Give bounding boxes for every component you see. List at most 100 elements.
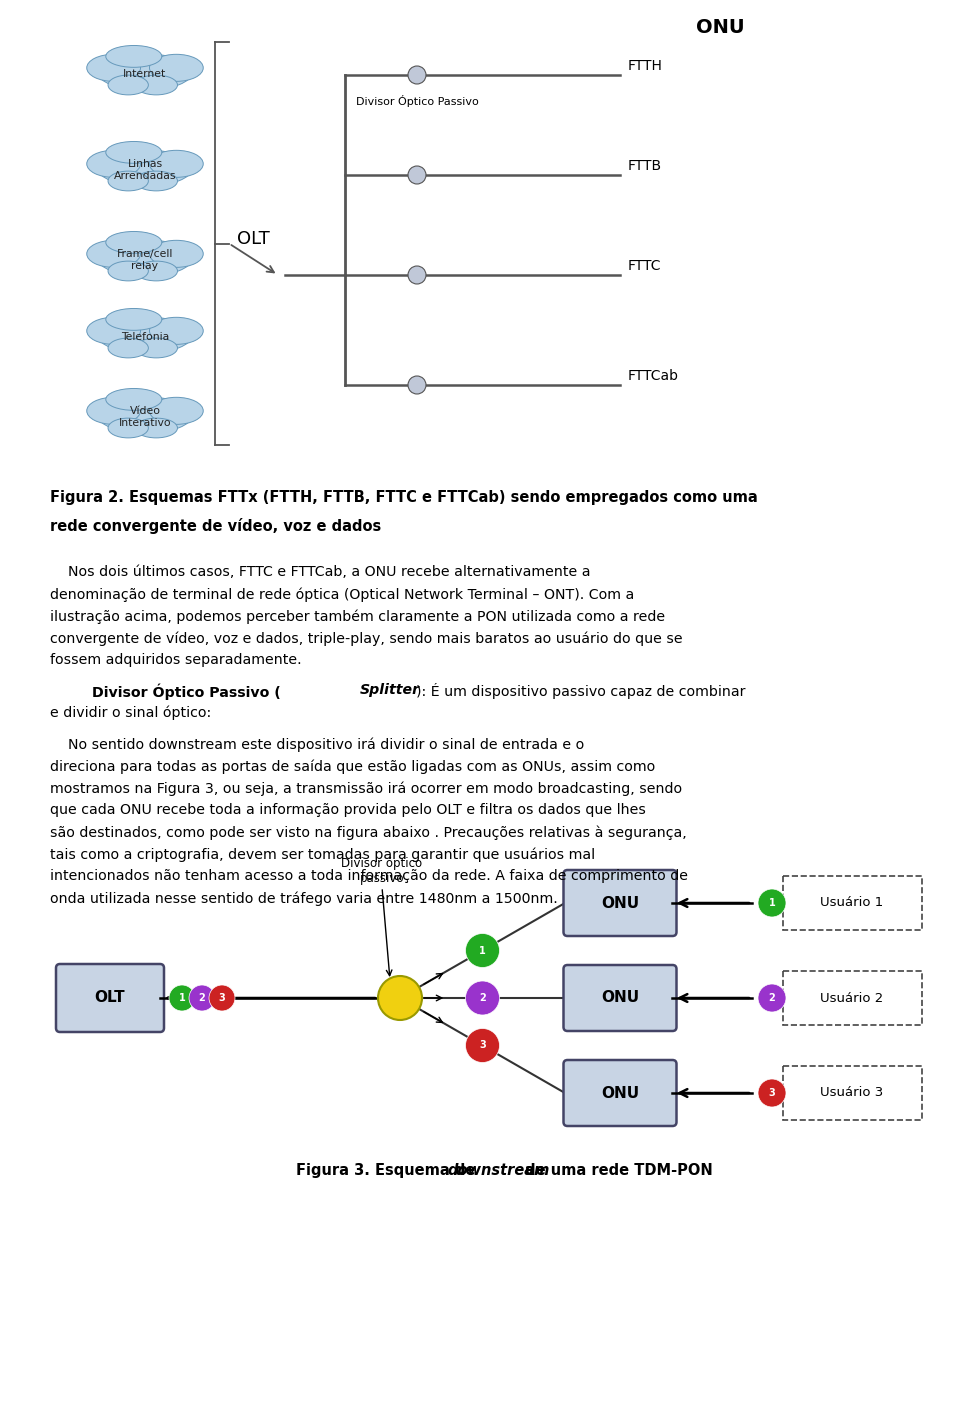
Text: Usuário 3: Usuário 3 [821, 1087, 883, 1100]
Text: fossem adquiridos separadamente.: fossem adquiridos separadamente. [50, 653, 301, 667]
Text: e dividir o sinal óptico:: e dividir o sinal óptico: [50, 704, 211, 720]
Text: ONU: ONU [696, 18, 744, 37]
Text: 2: 2 [479, 993, 486, 1003]
Ellipse shape [86, 240, 140, 268]
Text: Usuário 2: Usuário 2 [821, 992, 883, 1005]
Text: denominação de terminal de rede óptica (Optical Network Terminal – ONT). Com a: denominação de terminal de rede óptica (… [50, 588, 635, 602]
Ellipse shape [108, 260, 149, 280]
FancyBboxPatch shape [782, 970, 922, 1025]
Circle shape [408, 376, 426, 394]
Text: OLT: OLT [236, 231, 270, 248]
Text: ilustração acima, podemos perceber também claramente a PON utilizada como a rede: ilustração acima, podemos perceber també… [50, 609, 665, 623]
Text: FTTCab: FTTCab [628, 369, 679, 383]
Text: 2: 2 [199, 993, 205, 1003]
Text: direciona para todas as portas de saída que estão ligadas com as ONUs, assim com: direciona para todas as portas de saída … [50, 758, 656, 774]
Circle shape [758, 1079, 786, 1107]
Text: Internet: Internet [124, 68, 167, 80]
Ellipse shape [150, 151, 204, 178]
Ellipse shape [135, 260, 178, 280]
Ellipse shape [86, 397, 140, 424]
Text: 3: 3 [219, 993, 226, 1003]
Circle shape [466, 1029, 499, 1063]
Text: Divisor Óptico Passivo: Divisor Óptico Passivo [355, 95, 478, 107]
Text: Divisor Óptico Passivo (: Divisor Óptico Passivo ( [92, 683, 280, 700]
Text: 3: 3 [479, 1040, 486, 1050]
Text: Linhas
Arrendadas: Linhas Arrendadas [113, 159, 177, 181]
Ellipse shape [106, 46, 162, 67]
Text: 1: 1 [179, 993, 185, 1003]
Ellipse shape [106, 232, 162, 253]
Ellipse shape [108, 171, 149, 191]
Ellipse shape [150, 54, 204, 81]
Text: Divisor óptico
passivo: Divisor óptico passivo [342, 857, 422, 885]
Text: ONU: ONU [601, 895, 639, 911]
Text: que cada ONU recebe toda a informação provida pelo OLT e filtra os dados que lhe: que cada ONU recebe toda a informação pr… [50, 803, 646, 817]
Text: ONU: ONU [601, 990, 639, 1006]
Ellipse shape [108, 75, 149, 95]
FancyBboxPatch shape [782, 877, 922, 931]
Text: FTTH: FTTH [628, 58, 662, 73]
Circle shape [189, 985, 215, 1010]
Ellipse shape [97, 397, 193, 433]
Text: Nos dois últimos casos, FTTC e FTTCab, a ONU recebe alternativamente a: Nos dois últimos casos, FTTC e FTTCab, a… [50, 565, 590, 579]
Text: 1: 1 [479, 945, 486, 955]
Text: downstream: downstream [447, 1163, 550, 1178]
Ellipse shape [108, 418, 149, 438]
Text: são destinados, como pode ser visto na figura abaixo . Precauções relativas à se: são destinados, como pode ser visto na f… [50, 825, 686, 840]
Ellipse shape [135, 418, 178, 438]
Ellipse shape [150, 240, 204, 268]
Text: rede convergente de vídeo, voz e dados: rede convergente de vídeo, voz e dados [50, 518, 381, 534]
Ellipse shape [97, 54, 193, 90]
Circle shape [466, 933, 499, 968]
Ellipse shape [106, 388, 162, 410]
Text: Figura 2. Esquemas FTTx (FTTH, FTTB, FTTC e FTTCab) sendo empregados como uma: Figura 2. Esquemas FTTx (FTTH, FTTB, FTT… [50, 490, 757, 505]
Text: 2: 2 [769, 993, 776, 1003]
Ellipse shape [135, 339, 178, 357]
Ellipse shape [86, 317, 140, 344]
Text: Vídeo
Interativo: Vídeo Interativo [119, 406, 171, 428]
Text: 3: 3 [769, 1089, 776, 1099]
Text: tais como a criptografia, devem ser tomadas para garantir que usuários mal: tais como a criptografia, devem ser toma… [50, 847, 595, 861]
Ellipse shape [135, 75, 178, 95]
Ellipse shape [97, 317, 193, 353]
Text: ): É um dispositivo passivo capaz de combinar: ): É um dispositivo passivo capaz de com… [416, 683, 746, 699]
Text: de uma rede TDM-PON: de uma rede TDM-PON [519, 1163, 712, 1178]
Text: Frame/cell
relay: Frame/cell relay [117, 249, 173, 272]
Text: FTTC: FTTC [628, 259, 661, 273]
Text: No sentido downstream este dispositivo irá dividir o sinal de entrada e o: No sentido downstream este dispositivo i… [50, 737, 585, 751]
FancyBboxPatch shape [782, 1066, 922, 1120]
Circle shape [408, 166, 426, 184]
Ellipse shape [150, 397, 204, 424]
Ellipse shape [150, 317, 204, 344]
Circle shape [466, 980, 499, 1015]
Ellipse shape [97, 149, 193, 186]
FancyBboxPatch shape [56, 963, 164, 1032]
Circle shape [169, 985, 195, 1010]
Text: 1: 1 [769, 898, 776, 908]
Ellipse shape [86, 54, 140, 81]
Text: onda utilizada nesse sentido de tráfego varia entre 1480nm a 1500nm.: onda utilizada nesse sentido de tráfego … [50, 891, 558, 905]
Circle shape [408, 266, 426, 285]
Text: Usuário 1: Usuário 1 [821, 896, 883, 909]
Text: mostramos na Figura 3, ou seja, a transmissão irá ocorrer em modo broadcasting, : mostramos na Figura 3, ou seja, a transm… [50, 781, 683, 795]
Text: convergente de vídeo, voz e dados, triple-play, sendo mais baratos ao usuário do: convergente de vídeo, voz e dados, tripl… [50, 630, 683, 646]
Circle shape [378, 976, 422, 1020]
Ellipse shape [108, 339, 149, 357]
Text: FTTB: FTTB [628, 159, 662, 174]
Circle shape [408, 65, 426, 84]
Ellipse shape [106, 309, 162, 330]
FancyBboxPatch shape [564, 965, 677, 1032]
Ellipse shape [86, 151, 140, 178]
FancyBboxPatch shape [564, 869, 677, 936]
Ellipse shape [97, 240, 193, 276]
Text: Splitter: Splitter [360, 683, 420, 697]
Ellipse shape [135, 171, 178, 191]
Text: OLT: OLT [95, 990, 126, 1006]
Text: Telefonia: Telefonia [121, 332, 169, 342]
Text: ONU: ONU [601, 1086, 639, 1100]
Circle shape [758, 983, 786, 1012]
Text: intencionados não tenham acesso a toda informação da rede. A faixa de compriment: intencionados não tenham acesso a toda i… [50, 869, 688, 884]
Circle shape [209, 985, 235, 1010]
FancyBboxPatch shape [564, 1060, 677, 1126]
Text: Figura 3. Esquema de: Figura 3. Esquema de [297, 1163, 481, 1178]
